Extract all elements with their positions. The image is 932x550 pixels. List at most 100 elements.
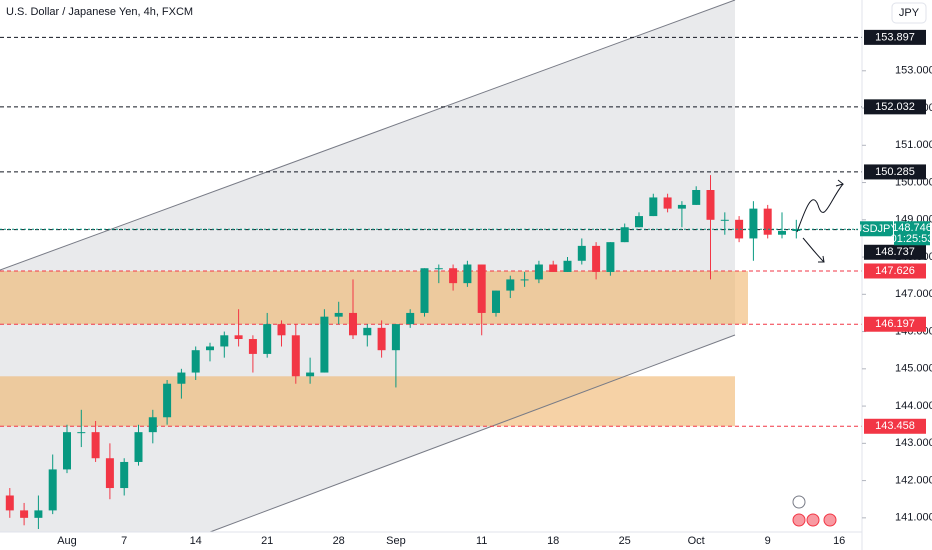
x-tick-label: 16 <box>833 535 845 547</box>
zone <box>0 270 748 325</box>
currency-label[interactable]: JPY <box>899 7 920 19</box>
x-tick-label: 21 <box>261 535 273 547</box>
candle-body <box>163 383 172 418</box>
channel-upper <box>0 0 736 271</box>
candle-body <box>620 227 629 243</box>
candle-body <box>563 260 572 272</box>
level-label-box <box>864 29 926 45</box>
x-tick-label: 25 <box>619 535 631 547</box>
y-tick-label: 153.000 <box>895 65 932 77</box>
candle-body <box>549 264 558 272</box>
x-tick-label: 11 <box>476 535 487 547</box>
x-tick-label: 14 <box>190 535 202 547</box>
levels <box>0 36 862 427</box>
event-icon[interactable] <box>792 513 806 527</box>
chart-title: U.S. Dollar / Japanese Yen, 4h, FXCM <box>6 6 193 18</box>
channel-lower <box>209 334 736 533</box>
candle-body <box>391 324 400 351</box>
candle-body <box>34 510 43 518</box>
zones <box>0 270 748 427</box>
x-tick-label: 18 <box>547 535 559 547</box>
candle-body <box>420 268 429 313</box>
candle-body <box>5 495 14 511</box>
y-tick-label: 141.000 <box>895 512 932 524</box>
candle-body <box>377 327 386 351</box>
candle-body <box>592 245 601 272</box>
candle-body <box>306 372 315 377</box>
projection-up <box>796 183 844 233</box>
level-label: 143.458 <box>875 420 915 432</box>
x-tick-label: 7 <box>121 535 127 547</box>
candle-body <box>105 458 114 489</box>
candle-body <box>606 242 615 272</box>
candle-body <box>649 197 658 217</box>
candle-body <box>792 229 801 231</box>
level-label-box <box>864 263 926 279</box>
y-tick-label: 143.000 <box>895 437 932 449</box>
candle-body <box>534 264 543 280</box>
y-tick-label: 145.000 <box>895 363 932 375</box>
candle-body <box>91 432 100 459</box>
candle-body <box>206 346 214 351</box>
level-label-box <box>864 164 926 180</box>
candle-body <box>20 510 29 518</box>
y-tick-label: 147.000 <box>895 288 932 300</box>
x-tick-label: 28 <box>333 535 345 547</box>
level-label: 147.626 <box>875 265 915 277</box>
candle-body <box>191 350 200 373</box>
countdown-label: 01:25:53 <box>891 233 932 245</box>
candle-body <box>463 264 472 284</box>
candle-body <box>778 230 786 235</box>
candle-body <box>177 372 186 384</box>
candle-body <box>248 339 257 354</box>
level-label-box <box>864 418 926 434</box>
candle-body <box>48 469 57 511</box>
candle-body <box>363 327 372 336</box>
event-icon[interactable] <box>792 495 806 509</box>
level-label-box <box>864 316 926 332</box>
level-label-box <box>864 244 926 260</box>
x-tick-label: Oct <box>688 535 705 547</box>
arrow-head <box>835 179 845 187</box>
level-label: 153.897 <box>875 31 915 43</box>
zone <box>0 376 735 427</box>
candle-body <box>492 290 500 313</box>
candle-body <box>277 324 286 336</box>
candle-body <box>692 190 701 205</box>
candle-body <box>263 324 272 354</box>
candle-body <box>663 197 672 209</box>
candle-body <box>449 268 458 284</box>
candle-body <box>749 208 758 239</box>
event-icon[interactable] <box>806 513 820 527</box>
axes: 141.000142.000143.000144.000145.000146.0… <box>0 29 932 547</box>
x-tick-label: Sep <box>386 535 406 547</box>
candle-body <box>635 216 643 228</box>
candle-body <box>434 268 443 270</box>
event-icon[interactable] <box>823 513 837 527</box>
y-tick-label: 142.000 <box>895 474 932 486</box>
currency-button[interactable] <box>891 2 927 24</box>
x-tick-label: Aug <box>57 535 77 547</box>
level-label: 146.197 <box>875 318 915 330</box>
level-label-box <box>864 99 926 115</box>
candle-body <box>63 432 71 470</box>
candle-body <box>134 432 143 462</box>
candle-body <box>148 417 157 433</box>
candle-body <box>406 312 415 325</box>
price-label: 148.746 <box>892 222 932 234</box>
candle-body <box>720 219 729 221</box>
candle-body <box>706 190 715 220</box>
candle-body <box>291 335 300 377</box>
price-box <box>894 221 930 246</box>
candle-body <box>220 335 229 347</box>
candles <box>5 175 801 530</box>
candle-body <box>120 461 129 489</box>
candle-body <box>77 432 86 434</box>
arrow-head <box>818 255 825 263</box>
candle-body <box>677 204 686 209</box>
level-label: 150.285 <box>875 166 915 178</box>
symbol-label: USDJPY <box>854 223 898 235</box>
candle-body <box>520 279 529 281</box>
y-tick-label: 151.000 <box>895 139 932 151</box>
